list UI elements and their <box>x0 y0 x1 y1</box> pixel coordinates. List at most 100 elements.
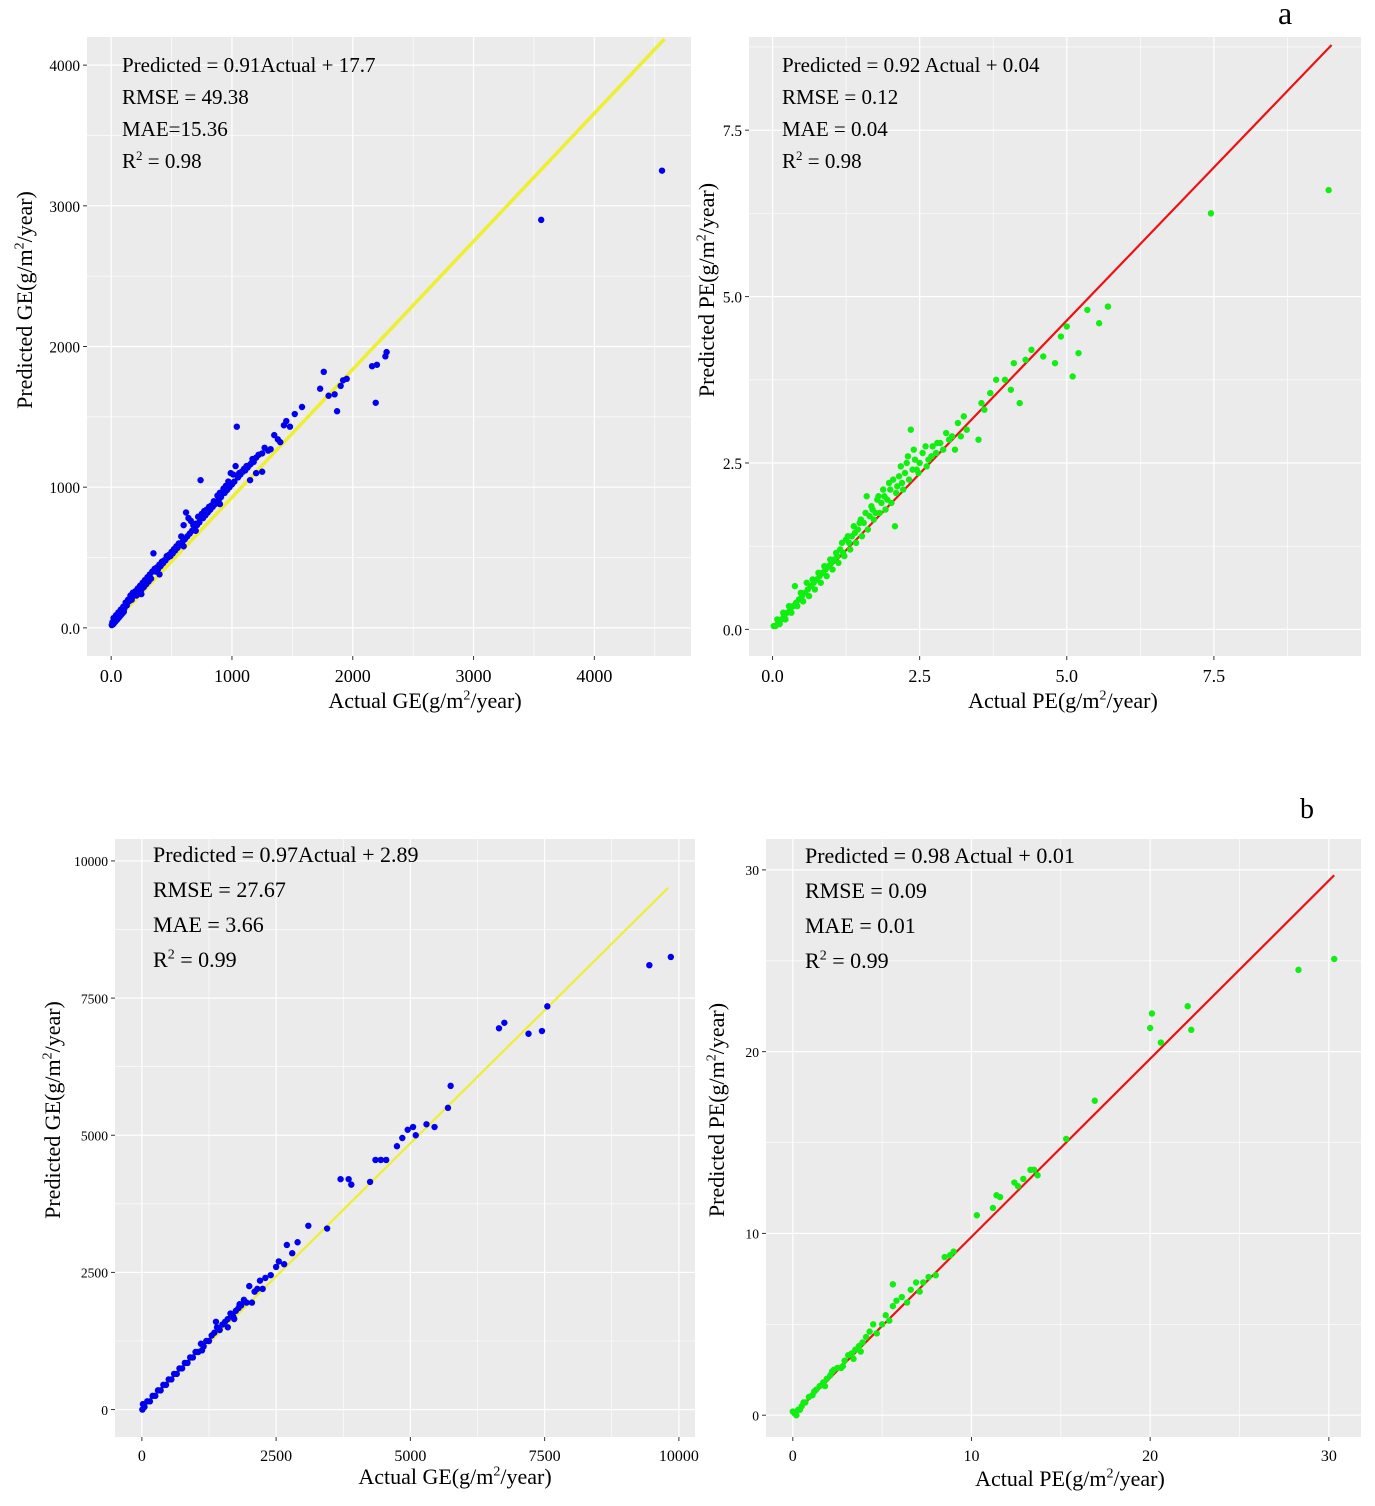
x-axis-title: Actual PE(g/m2/year) <box>968 688 1158 713</box>
data-point <box>882 1312 889 1319</box>
data-point <box>320 368 327 376</box>
data-point <box>544 1003 551 1010</box>
data-point <box>258 468 266 475</box>
data-point <box>839 1362 847 1370</box>
data-point <box>383 1156 390 1164</box>
data-point <box>785 602 793 610</box>
data-point <box>323 1225 331 1232</box>
x-tick-label: 0 <box>789 1448 797 1465</box>
data-point <box>337 382 344 390</box>
data-point <box>1157 1039 1165 1046</box>
data-point <box>948 433 956 440</box>
x-tick-label: 7500 <box>529 1448 561 1465</box>
data-point <box>316 385 324 392</box>
data-point <box>809 576 816 583</box>
data-point <box>874 496 881 503</box>
y-tick-label: 0 <box>101 1403 108 1418</box>
data-point <box>139 1400 147 1408</box>
data-point <box>373 361 381 368</box>
data-point <box>893 1297 900 1304</box>
data-point <box>525 1030 532 1037</box>
data-point <box>345 1175 352 1183</box>
y-axis-title: Predicted GE(g/m2/year) <box>12 191 37 409</box>
data-point <box>978 399 985 407</box>
data-point <box>889 1281 897 1288</box>
data-point <box>192 527 199 534</box>
data-point <box>870 516 877 523</box>
data-point <box>423 1121 430 1128</box>
data-point <box>1001 376 1009 383</box>
data-point <box>805 592 813 600</box>
data-point <box>910 446 917 453</box>
data-point <box>154 1387 162 1394</box>
data-point <box>333 408 341 415</box>
rmse-label: RMSE = 0.12 <box>782 85 898 109</box>
data-point <box>898 479 906 487</box>
data-point <box>1207 210 1215 217</box>
data-point <box>844 532 852 540</box>
data-point <box>993 1192 1000 1199</box>
r2-label: R2 = 0.98 <box>122 148 202 173</box>
x-axis-title: Actual GE(g/m2/year) <box>328 688 521 713</box>
data-point <box>280 1260 288 1268</box>
data-point <box>919 449 926 457</box>
data-point <box>248 1299 256 1306</box>
data-point <box>907 426 915 433</box>
x-tick-label: 20 <box>1142 1448 1158 1465</box>
y-tick-label: 10 <box>745 1227 759 1242</box>
data-point <box>197 1340 205 1347</box>
data-point <box>240 1296 248 1304</box>
data-point <box>916 1288 923 1295</box>
data-point <box>862 509 869 517</box>
fit-line <box>141 887 669 1411</box>
data-point <box>911 456 919 463</box>
rmse-label: RMSE = 0.09 <box>805 878 927 903</box>
data-point <box>244 464 251 471</box>
data-point <box>904 453 912 460</box>
data-point <box>901 469 909 477</box>
y-tick-label: 7500 <box>81 991 108 1006</box>
rmse-label: RMSE = 27.67 <box>153 877 286 902</box>
data-point <box>782 616 789 623</box>
data-point <box>823 572 830 580</box>
data-point <box>377 1156 385 1164</box>
data-point <box>1104 303 1112 310</box>
data-point <box>811 586 819 593</box>
data-point <box>862 1333 870 1341</box>
y-tick-label: 0 <box>752 1408 759 1423</box>
y-axis-title: Predicted GE(g/m2/year) <box>40 1001 65 1219</box>
data-point <box>262 1274 269 1282</box>
y-tick-label: 3000 <box>49 199 80 216</box>
x-tick-label: 2000 <box>335 666 371 686</box>
data-point <box>1295 966 1302 974</box>
data-point <box>799 598 807 605</box>
chart-actual-vs-predicted-pe-b: 0 10 20 30 0 10 20 30 Predicted = 0.98 Actual + … <box>704 839 1361 1491</box>
data-point <box>989 1204 997 1212</box>
x-tick-label: 1000 <box>214 666 250 686</box>
data-point <box>138 590 145 598</box>
data-point <box>932 449 940 457</box>
data-point <box>224 1324 231 1331</box>
data-point <box>298 403 306 411</box>
data-point <box>291 410 298 418</box>
data-point <box>219 1321 226 1328</box>
data-point <box>1057 333 1065 340</box>
x-tick-label: 4000 <box>576 666 612 686</box>
data-point <box>887 486 894 493</box>
data-point <box>180 543 187 550</box>
data-point <box>337 1175 344 1183</box>
data-point <box>920 1279 927 1286</box>
data-point <box>216 500 224 508</box>
mae-label: MAE = 0.01 <box>805 913 916 938</box>
y-tick-label: 2000 <box>49 339 80 356</box>
x-tick-label: 0.0 <box>100 666 123 686</box>
data-point <box>217 493 225 501</box>
data-point <box>897 463 905 470</box>
x-tick-label: 3000 <box>456 666 492 686</box>
data-point <box>227 1310 234 1317</box>
data-point <box>987 389 994 397</box>
data-point <box>844 1352 852 1359</box>
data-point <box>923 463 930 470</box>
data-point <box>899 486 907 493</box>
data-point <box>368 362 376 370</box>
